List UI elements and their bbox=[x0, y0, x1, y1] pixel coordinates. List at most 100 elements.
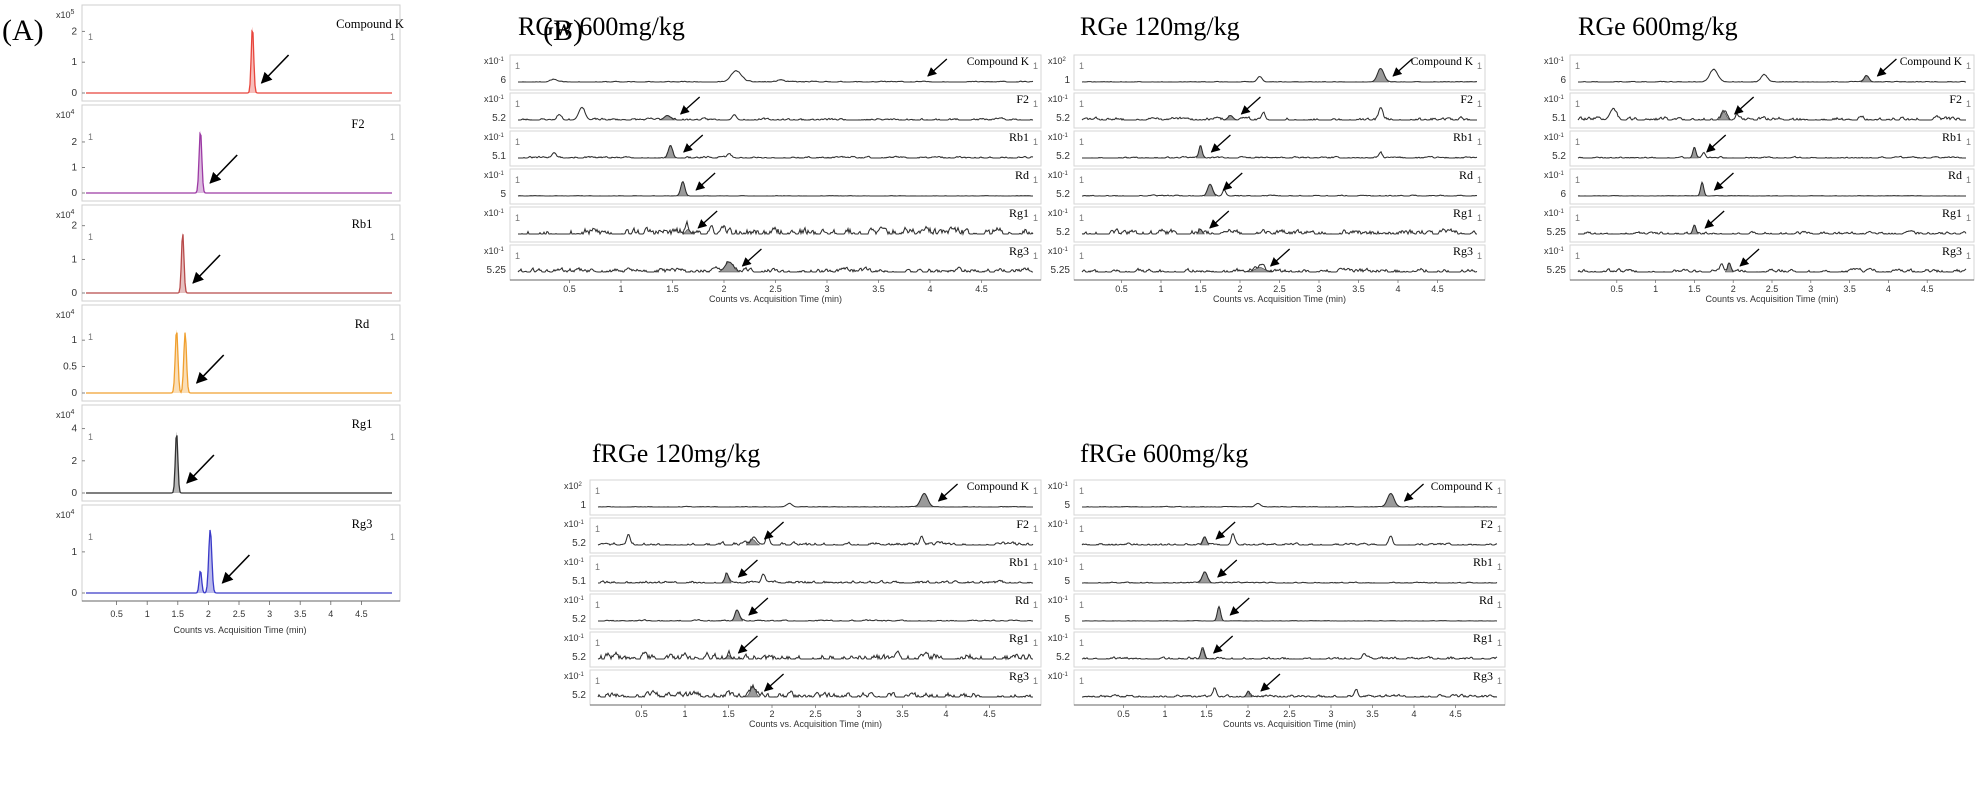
trace-marker-left: 1 bbox=[515, 251, 520, 261]
panel-a-trace-rg3: x104 0 1 1 1 Rg3 bbox=[56, 504, 401, 602]
y-tick-label: 1 bbox=[71, 547, 77, 558]
y-tick-label: 6 bbox=[1560, 189, 1566, 200]
panel-a-label: (A) bbox=[2, 14, 44, 47]
x-tick-label: 0.5 bbox=[1117, 709, 1130, 719]
trace-line bbox=[517, 180, 1033, 197]
compound-label: F2 bbox=[1016, 517, 1029, 531]
x-tick-label: 1.5 bbox=[722, 709, 735, 719]
trace-f2: x10-1 5.2 1 1 F2 bbox=[564, 517, 1042, 554]
y-tick-label: 0 bbox=[71, 388, 77, 399]
y-exponent-label: x10-1 bbox=[1544, 94, 1565, 104]
trace-rd: x10-151 1Rd bbox=[484, 168, 1042, 205]
x-tick-label: 1 bbox=[1162, 709, 1167, 719]
arrow-annotation bbox=[1392, 58, 1413, 77]
x-tick-label: 0.5 bbox=[110, 609, 123, 619]
trace-marker-left: 1 bbox=[515, 137, 520, 147]
trace-line bbox=[1577, 262, 1967, 273]
compound-label: F2 bbox=[1460, 92, 1473, 106]
trace-line bbox=[1082, 605, 1498, 622]
trace-marker-right: 1 bbox=[1477, 99, 1482, 109]
x-tick-label: 2 bbox=[769, 709, 774, 719]
arrow-annotation bbox=[763, 673, 784, 692]
compound-label: F2 bbox=[1480, 517, 1493, 531]
trace-marker-left: 1 bbox=[595, 600, 600, 610]
trace-marker-right: 1 bbox=[1033, 175, 1038, 185]
y-exponent-label: x102 bbox=[1048, 56, 1067, 66]
y-tick-label: 4 bbox=[71, 424, 77, 435]
y-tick-label: 5.2 bbox=[492, 113, 506, 124]
panel-a-trace-rd: x104 0 0.5 1 1 1 Rd bbox=[56, 304, 401, 402]
trace-rg3: x10-1 5.25 1 1 Rg3 bbox=[484, 244, 1042, 281]
trace-line bbox=[1082, 492, 1498, 508]
x-tick-label: 4.5 bbox=[983, 709, 996, 719]
compound-label: F2 bbox=[1016, 92, 1029, 106]
y-tick-label: 5.2 bbox=[572, 538, 586, 549]
compound-label: F2 bbox=[351, 117, 364, 131]
compound-label: Compound K bbox=[967, 481, 1030, 493]
x-tick-label: 1 bbox=[682, 709, 687, 719]
y-exponent-label: x10-1 bbox=[484, 246, 505, 256]
arrow-annotation bbox=[1217, 559, 1238, 578]
x-tick-label: 3 bbox=[1316, 284, 1321, 294]
x-tick-label: 0.5 bbox=[1115, 284, 1128, 294]
trace-marker-right: 1 bbox=[1477, 137, 1482, 147]
x-tick-label: 1 bbox=[1158, 284, 1163, 294]
trace-line bbox=[1081, 532, 1498, 546]
trace-line bbox=[1577, 181, 1966, 197]
trace-line bbox=[86, 131, 392, 194]
x-tick-label: 4.5 bbox=[1921, 284, 1934, 294]
y-exponent-label: x10-1 bbox=[484, 170, 505, 180]
arrow-annotation bbox=[1215, 521, 1236, 540]
trace-marker-left: 1 bbox=[1575, 251, 1580, 261]
compound-label: Compound K bbox=[1411, 56, 1474, 68]
trace-frame bbox=[1073, 92, 1486, 129]
trace-marker-left: 1 bbox=[1079, 61, 1084, 71]
group-title: RGe 600mg/kg bbox=[1578, 12, 1738, 41]
trace-marker-left: 1 bbox=[1575, 175, 1580, 185]
y-tick-label: 1 bbox=[71, 335, 77, 346]
y-tick-label: 0 bbox=[71, 488, 77, 499]
trace-line bbox=[86, 234, 392, 294]
arrow-annotation bbox=[937, 483, 958, 502]
trace-marker-right: 1 bbox=[1966, 99, 1971, 109]
trace-marker-left: 1 bbox=[1079, 600, 1084, 610]
x-tick-label: 2.5 bbox=[1766, 284, 1779, 294]
y-exponent-label: x104 bbox=[56, 509, 75, 520]
trace-f2: x10-1 1 1 F2 bbox=[1048, 517, 1506, 554]
trace-marker-left: 1 bbox=[88, 32, 93, 42]
y-tick-label: 0 bbox=[71, 288, 77, 299]
y-tick-label: 5.1 bbox=[572, 576, 586, 587]
trace-frame bbox=[1073, 244, 1486, 281]
arrow-annotation bbox=[209, 154, 238, 184]
trace-marker-right: 1 bbox=[1966, 61, 1971, 71]
trace-line bbox=[517, 261, 1034, 273]
trace-marker-left: 1 bbox=[1575, 137, 1580, 147]
x-axis-label: Counts vs. Acquisition Time (min) bbox=[1705, 294, 1838, 304]
y-tick-label: 5 bbox=[1064, 576, 1070, 587]
x-tick-label: 4.5 bbox=[1449, 709, 1462, 719]
trace-marker-left: 1 bbox=[595, 638, 600, 648]
y-tick-label: 2 bbox=[71, 137, 77, 148]
x-tick-label: 4 bbox=[328, 609, 333, 619]
arrow-annotation bbox=[741, 248, 762, 267]
trace-line bbox=[518, 106, 1034, 121]
trace-line bbox=[598, 572, 1033, 584]
compound-label: Rg3 bbox=[1009, 244, 1029, 258]
trace-marker-left: 1 bbox=[595, 562, 600, 572]
compound-label: Rb1 bbox=[1942, 130, 1962, 144]
trace-frame bbox=[1073, 130, 1486, 167]
trace-marker-right: 1 bbox=[1033, 486, 1038, 496]
trace-frame bbox=[81, 4, 401, 102]
x-tick-label: 1.5 bbox=[1688, 284, 1701, 294]
trace-rg3: x10-1 5.25 1 1 Rg3 bbox=[1048, 244, 1486, 281]
arrow-annotation bbox=[1269, 248, 1291, 267]
y-exponent-label: x104 bbox=[56, 409, 75, 420]
trace-frame bbox=[81, 504, 401, 602]
trace-rg3: x10-1 5.25 1 1 Rg3 bbox=[1544, 244, 1975, 281]
x-axis-label: Counts vs. Acquisition Time (min) bbox=[1223, 719, 1356, 729]
trace-line bbox=[86, 529, 392, 594]
y-tick-label: 5.25 bbox=[1547, 227, 1567, 238]
